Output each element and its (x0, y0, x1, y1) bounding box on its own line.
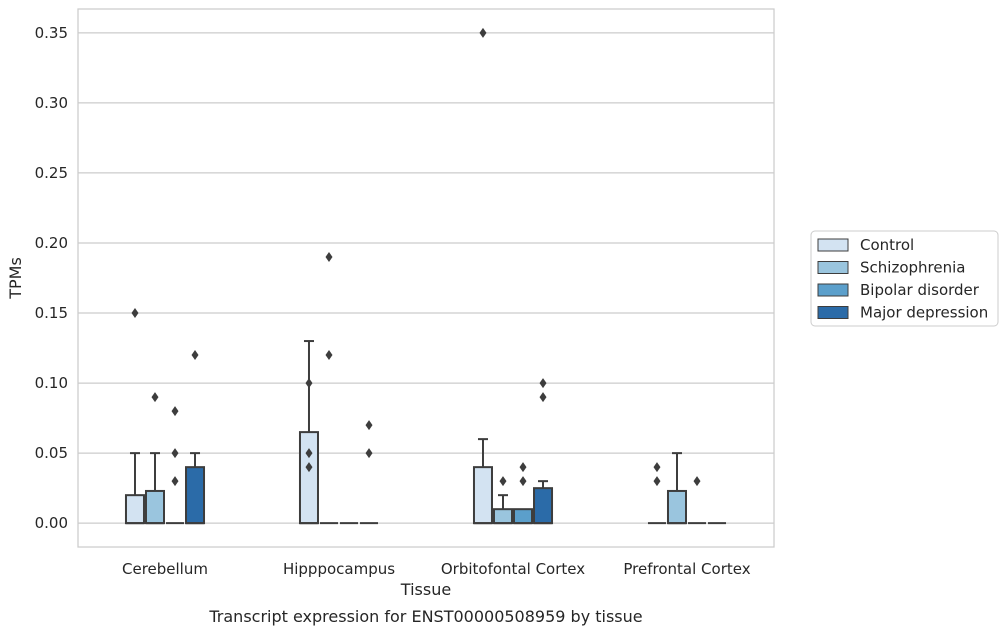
x-tick-labels: Cerebellum Hipppocampus Orbitofontal Corte… (122, 560, 751, 578)
x-tick-label: Hipppocampus (283, 560, 395, 578)
y-tick-label: 0.35 (35, 24, 68, 42)
legend-swatch (817, 306, 849, 319)
legend-swatch (817, 283, 849, 297)
outlier-point (499, 476, 507, 487)
box-schizophrenia (492, 508, 513, 525)
box-control (298, 431, 319, 525)
outlier-point (693, 476, 701, 487)
y-tick-label: 0.05 (35, 444, 68, 462)
outlier-point (171, 476, 179, 487)
legend-label: Control (860, 236, 914, 254)
box-bipolar-disorder (513, 508, 534, 525)
box-major-depression (533, 487, 554, 525)
outlier-point (305, 378, 313, 389)
outlier-point (131, 308, 139, 319)
outlier-point (305, 462, 313, 473)
outlier-point (365, 420, 373, 431)
box-major-depression (185, 466, 206, 525)
x-axis-title: Tissue (400, 580, 451, 599)
outlier-point (365, 448, 373, 459)
legend-label: Bipolar disorder (860, 281, 980, 299)
y-axis-title: TPMs (6, 257, 25, 300)
outlier-point (519, 476, 527, 487)
legend-label: Schizophrenia (860, 259, 965, 277)
x-tick-label: Cerebellum (122, 560, 208, 578)
outlier-point (325, 251, 333, 262)
x-tick-label: Prefrontal Cortex (623, 560, 750, 578)
box-schizophrenia (666, 489, 687, 525)
outlier-point (539, 378, 547, 389)
outlier-point (191, 350, 199, 361)
outlier-point (479, 27, 487, 38)
legend-label: Major depression (860, 304, 988, 322)
outlier-point (539, 392, 547, 403)
legend-swatch (817, 261, 849, 274)
outlier-point (653, 462, 661, 473)
y-tick-label: 0.10 (35, 374, 68, 392)
outlier-point (305, 448, 313, 459)
y-tick-label: 0.30 (35, 94, 68, 112)
y-tick-label: 0.15 (35, 304, 68, 322)
y-tick-label: 0.25 (35, 164, 68, 182)
outlier-point (325, 350, 333, 361)
outlier-point (151, 392, 159, 403)
box-schizophrenia (144, 489, 166, 525)
outlier-point (171, 448, 179, 459)
legend-swatch (817, 238, 849, 252)
y-tick-label: 0.20 (35, 234, 68, 252)
box-marks (124, 27, 727, 525)
legend-frame (810, 230, 999, 327)
y-tick-label: 0.00 (35, 514, 68, 532)
plot-background (78, 9, 774, 547)
y-tick-labels: 0.00 0.05 0.10 0.15 0.20 0.25 0.30 0.35 (35, 24, 68, 532)
plot-frame (77, 8, 775, 548)
legend: Control Schizophrenia Bipolar disorder Majo… (810, 230, 999, 327)
outlier-point (171, 406, 179, 417)
box-control (472, 466, 493, 525)
outlier-point (653, 476, 661, 487)
outlier-point (519, 462, 527, 473)
chart-caption: Transcript expression for ENST0000050895… (208, 607, 642, 626)
x-tick-label: Orbitofontal Cortex (441, 560, 585, 578)
box-control (124, 494, 145, 525)
